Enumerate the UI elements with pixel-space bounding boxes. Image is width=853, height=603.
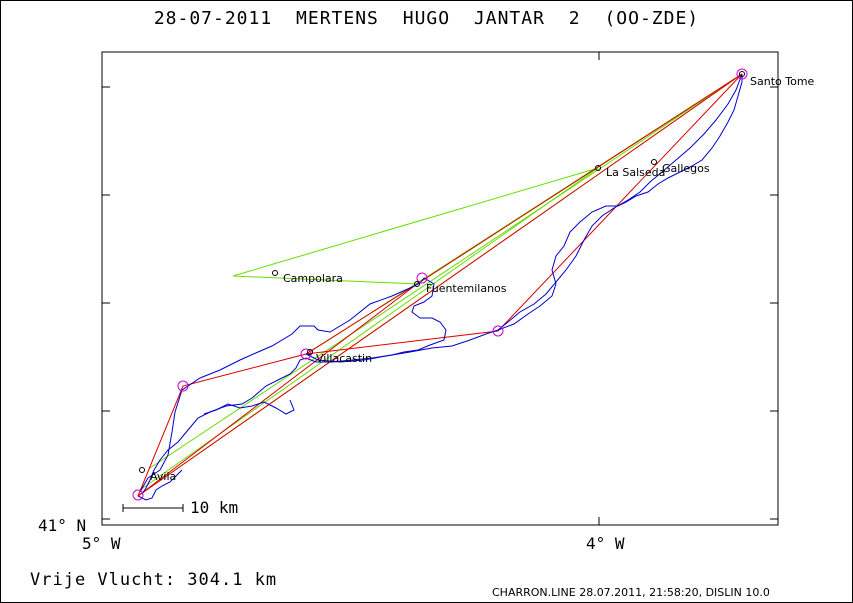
map-title: 28-07-2011 MERTENS HUGO JANTAR 2 (OO-ZDE… bbox=[153, 8, 700, 29]
lat-axis-label: 41° N bbox=[38, 516, 87, 535]
scale-bar bbox=[122, 504, 184, 512]
turnpoint-fuentemilanos bbox=[416, 272, 428, 284]
axis-ticks bbox=[102, 52, 778, 525]
place-label-campolara: Campolara bbox=[283, 272, 343, 285]
place-label-fuentemilanos: Fuentemilanos bbox=[426, 282, 507, 295]
turnpoint-west bbox=[177, 380, 189, 392]
place-label-avila: Avila bbox=[150, 470, 176, 483]
credit-line: CHARRON.LINE 28.07.2011, 21:58:20, DISLI… bbox=[492, 586, 770, 599]
plot-frame bbox=[101, 51, 779, 526]
place-markers bbox=[139, 71, 745, 473]
flight-track bbox=[137, 73, 743, 501]
lon-left-axis-label: 5° W bbox=[82, 534, 121, 553]
place-label-la-salseda: La Salseda bbox=[606, 166, 665, 179]
turnpoint-santo-tome bbox=[736, 68, 748, 80]
place-label-villacastin: Villacastin bbox=[316, 352, 372, 365]
place-label-santo-tome: Santo Tome bbox=[750, 75, 815, 88]
lon-right-axis-label: 4° W bbox=[586, 534, 625, 553]
turnpoint-east bbox=[492, 325, 504, 337]
turnpoint-avila bbox=[132, 489, 144, 501]
place-label-gallegos: Gallegos bbox=[662, 162, 710, 175]
scale-bar-label: 10 km bbox=[190, 498, 239, 517]
distance-summary: Vrije Vlucht: 304.1 km bbox=[30, 570, 278, 590]
